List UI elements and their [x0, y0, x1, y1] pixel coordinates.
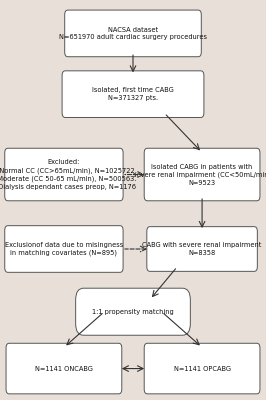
Text: N=1141 OPCABG: N=1141 OPCABG: [174, 366, 231, 372]
Text: N=1141 ONCABG: N=1141 ONCABG: [35, 366, 93, 372]
FancyBboxPatch shape: [65, 10, 201, 57]
Text: Exclusionof data due to misingness
in matching covariates (N=895): Exclusionof data due to misingness in ma…: [5, 242, 123, 256]
FancyBboxPatch shape: [144, 343, 260, 394]
FancyBboxPatch shape: [5, 226, 123, 272]
FancyBboxPatch shape: [76, 288, 190, 335]
Text: Excluded:
1. Normal CC (CC>65mL/min), N=1025722.
2.Moderate (CC 50-65 mL/min), N: Excluded: 1. Normal CC (CC>65mL/min), N=…: [0, 159, 137, 190]
FancyBboxPatch shape: [144, 148, 260, 201]
FancyBboxPatch shape: [6, 343, 122, 394]
Text: NACSA dataset
N=651970 adult cardiac surgery procedures: NACSA dataset N=651970 adult cardiac sur…: [59, 26, 207, 40]
Text: 1:1 propensity matching: 1:1 propensity matching: [92, 309, 174, 315]
Text: Isolated, first time CABG
N=371327 pts.: Isolated, first time CABG N=371327 pts.: [92, 87, 174, 101]
FancyBboxPatch shape: [147, 227, 257, 271]
FancyBboxPatch shape: [5, 148, 123, 201]
Text: Isolated CABG in patients with
severe renal impairment (CC<50mL/min)
N=9523: Isolated CABG in patients with severe re…: [133, 164, 266, 186]
FancyBboxPatch shape: [62, 71, 204, 118]
Text: CABG with severe renal impairment
N=8358: CABG with severe renal impairment N=8358: [142, 242, 262, 256]
